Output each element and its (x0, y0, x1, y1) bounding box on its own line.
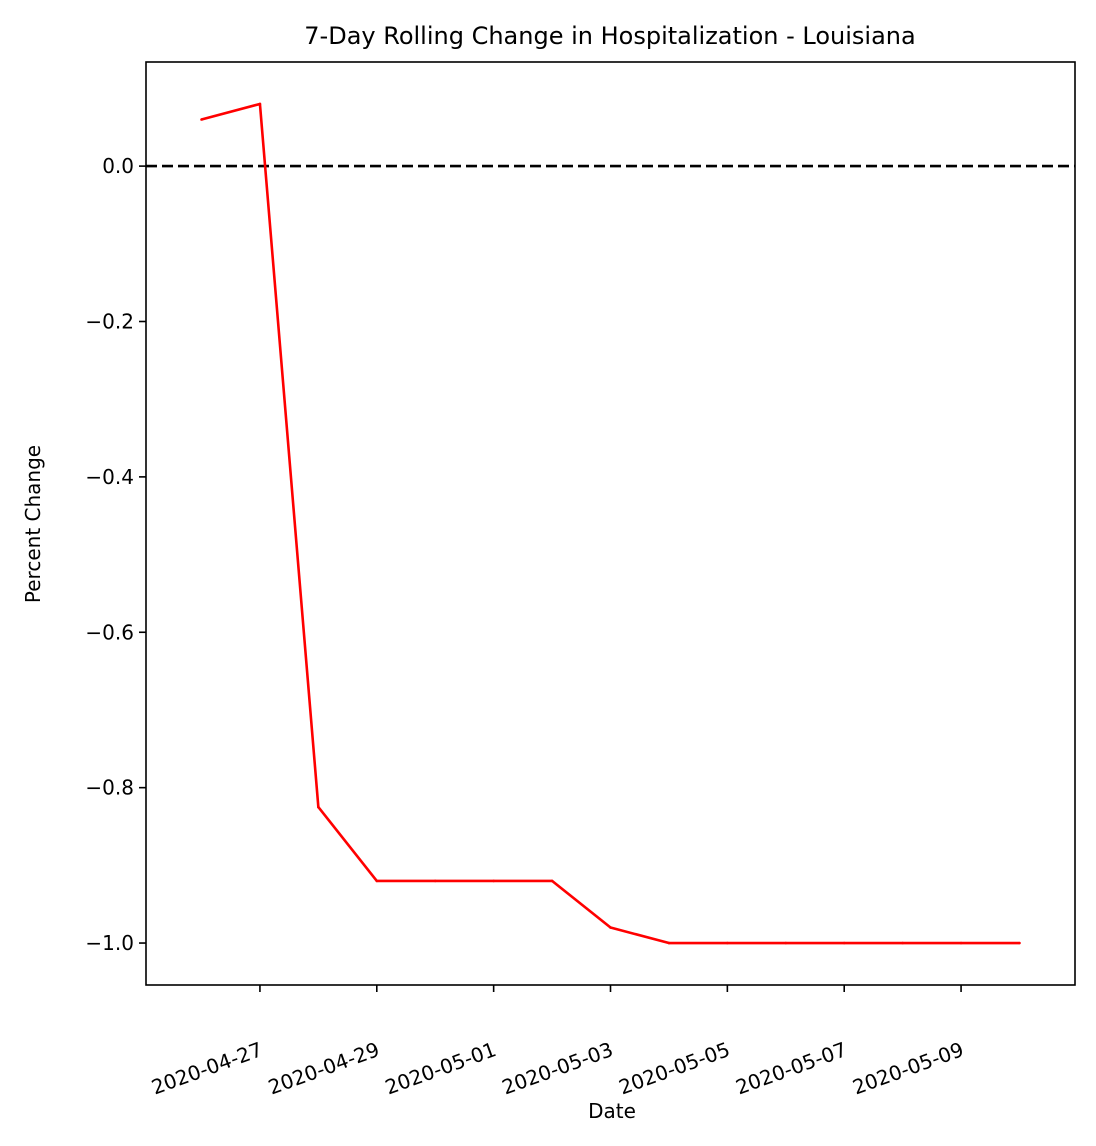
data-point (200, 118, 203, 121)
x-tick-label: 2020-05-03 (499, 1037, 616, 1099)
x-axis-label: Date (588, 1099, 636, 1123)
y-tick-label: −0.6 (85, 620, 134, 644)
y-tick-label: −0.4 (85, 465, 134, 489)
data-point (375, 879, 379, 883)
y-tick-label: −1.0 (85, 931, 134, 955)
data-point (842, 941, 846, 945)
series-line (201, 102, 1020, 945)
x-axis: 2020-04-27 2020-04-29 2020-05-01 2020-05-03… (148, 985, 967, 1099)
x-tick-label: 2020-04-29 (265, 1037, 382, 1099)
data-point (726, 941, 729, 945)
x-tick-label: 2020-05-07 (732, 1037, 849, 1099)
data-point (784, 941, 788, 945)
data-point (901, 941, 904, 945)
x-tick-label: 2020-05-01 (382, 1037, 499, 1099)
plot-area (146, 102, 1075, 945)
x-tick-label: 2020-05-05 (616, 1037, 733, 1099)
data-point (959, 941, 963, 945)
data-point (550, 879, 554, 883)
x-tick-label: 2020-05-09 (849, 1037, 966, 1099)
data-point (609, 926, 612, 929)
data-point (433, 879, 437, 883)
y-tick-label: −0.8 (85, 776, 134, 800)
chart-title: 7-Day Rolling Change in Hospitalization … (304, 22, 915, 50)
data-point (258, 102, 262, 106)
y-tick-label: −0.2 (85, 309, 134, 333)
y-axis: 0.0 −0.2 −0.4 −0.6 −0.8 −1.0 (85, 154, 146, 955)
y-tick-label: 0.0 (102, 154, 134, 178)
x-tick-label: 2020-04-27 (148, 1037, 265, 1099)
data-point (667, 941, 671, 945)
plot-frame (145, 61, 1076, 986)
data-point (1018, 941, 1021, 945)
data-point (492, 879, 495, 883)
y-axis-label: Percent Change (21, 445, 45, 603)
data-point (317, 805, 320, 809)
